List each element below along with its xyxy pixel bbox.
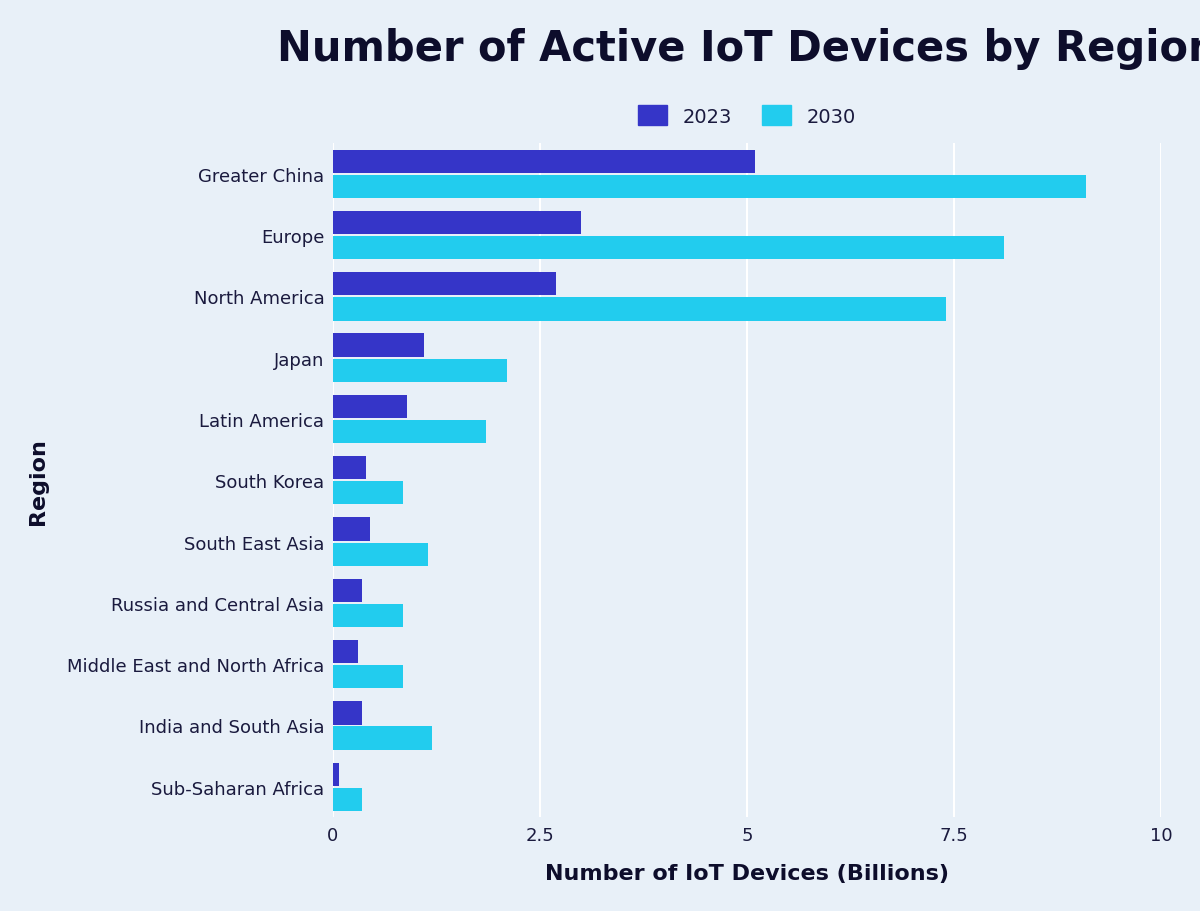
Bar [332, 482, 403, 505]
Bar [332, 640, 358, 663]
X-axis label: Number of IoT Devices (Billions): Number of IoT Devices (Billions) [545, 864, 949, 884]
Bar [332, 701, 361, 725]
Bar [332, 237, 1003, 260]
Bar [332, 604, 403, 628]
Bar [332, 176, 1086, 199]
Bar [332, 727, 432, 750]
Bar [332, 579, 361, 602]
Bar [332, 334, 424, 357]
Bar [332, 273, 557, 296]
Bar [332, 395, 407, 418]
Bar [332, 665, 403, 689]
Bar [332, 421, 486, 444]
Bar [332, 788, 361, 811]
Bar [332, 543, 428, 566]
Legend: 2023, 2030: 2023, 2030 [629, 97, 865, 137]
Bar [332, 211, 581, 235]
Title: Number of Active IoT Devices by Region: Number of Active IoT Devices by Region [276, 27, 1200, 70]
Bar [332, 763, 340, 786]
Bar [332, 359, 506, 383]
Y-axis label: Region: Region [28, 437, 48, 524]
Bar [332, 150, 755, 174]
Bar [332, 456, 366, 480]
Bar [332, 298, 946, 322]
Bar [332, 517, 370, 541]
